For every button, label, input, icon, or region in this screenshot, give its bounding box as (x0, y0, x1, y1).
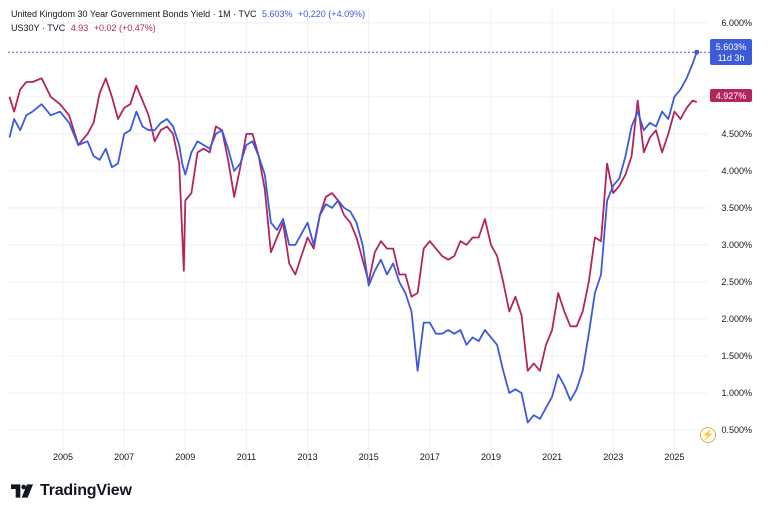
y-tick-label: 3.000% (721, 240, 752, 250)
legend-us-value: 4.93 (70, 23, 89, 33)
legend-uk-title: United Kingdom 30 Year Government Bonds … (11, 9, 257, 19)
y-tick-label: 2.000% (721, 314, 752, 324)
y-tick-label: 3.500% (721, 203, 752, 213)
x-tick-label: 2015 (359, 452, 379, 462)
legend-us-change: +0.02 (+0.47%) (93, 23, 156, 33)
x-tick-label: 2023 (603, 452, 623, 462)
x-tick-label: 2017 (420, 452, 440, 462)
x-tick-label: 2009 (175, 452, 195, 462)
price-badges: 5.603% 11d 3h 4.927% (710, 39, 752, 102)
uk-last-point (694, 49, 700, 55)
legend-uk-change: +0.220 (+4.09%) (298, 9, 366, 19)
us-value-badge (710, 89, 752, 102)
grid (8, 8, 708, 467)
axis: 0.500% 1.000% 1.500% 2.000% 2.500% 3.000% 3.50… (53, 18, 752, 462)
lightning-icon[interactable]: ⚡ (700, 427, 716, 443)
x-tick-label: 2005 (53, 452, 73, 462)
series-layer (8, 49, 710, 424)
x-tick-label: 2013 (298, 452, 318, 462)
uk-value-badge (710, 39, 752, 65)
y-tick-label: 4.000% (721, 166, 752, 176)
tradingview-logo-icon (11, 484, 33, 498)
legend-series-uk[interactable]: United Kingdom 30 Year Government Bonds … (11, 8, 368, 20)
x-tick-label: 2025 (664, 452, 684, 462)
us-value-label: 4.927% (716, 91, 747, 101)
y-tick-label: 2.500% (721, 277, 752, 287)
uk-countdown-label: 11d 3h (718, 53, 745, 63)
x-tick-label: 2019 (481, 452, 501, 462)
x-tick-label: 2011 (237, 452, 256, 462)
y-tick-label: 4.500% (721, 129, 752, 139)
y-tick-label: 1.500% (721, 351, 752, 361)
legend-uk-value: 5.603% (261, 9, 293, 19)
x-tick-label: 2021 (542, 452, 562, 462)
y-tick-label: 6.000% (721, 18, 752, 28)
legend-us-title: US30Y · TVC (11, 23, 66, 33)
series-line-us (8, 77, 698, 372)
legend-series-us[interactable]: US30Y · TVC 4.93 +0.02 (+0.47%) (11, 22, 159, 34)
brand-name: TradingView (40, 482, 132, 499)
series-line-uk (8, 51, 698, 424)
uk-value-label: 5.603% (716, 42, 747, 52)
tradingview-logo[interactable]: TradingView (11, 482, 132, 500)
y-tick-label: 0.500% (721, 425, 752, 435)
x-tick-label: 2007 (114, 452, 134, 462)
y-tick-label: 1.000% (721, 388, 752, 398)
